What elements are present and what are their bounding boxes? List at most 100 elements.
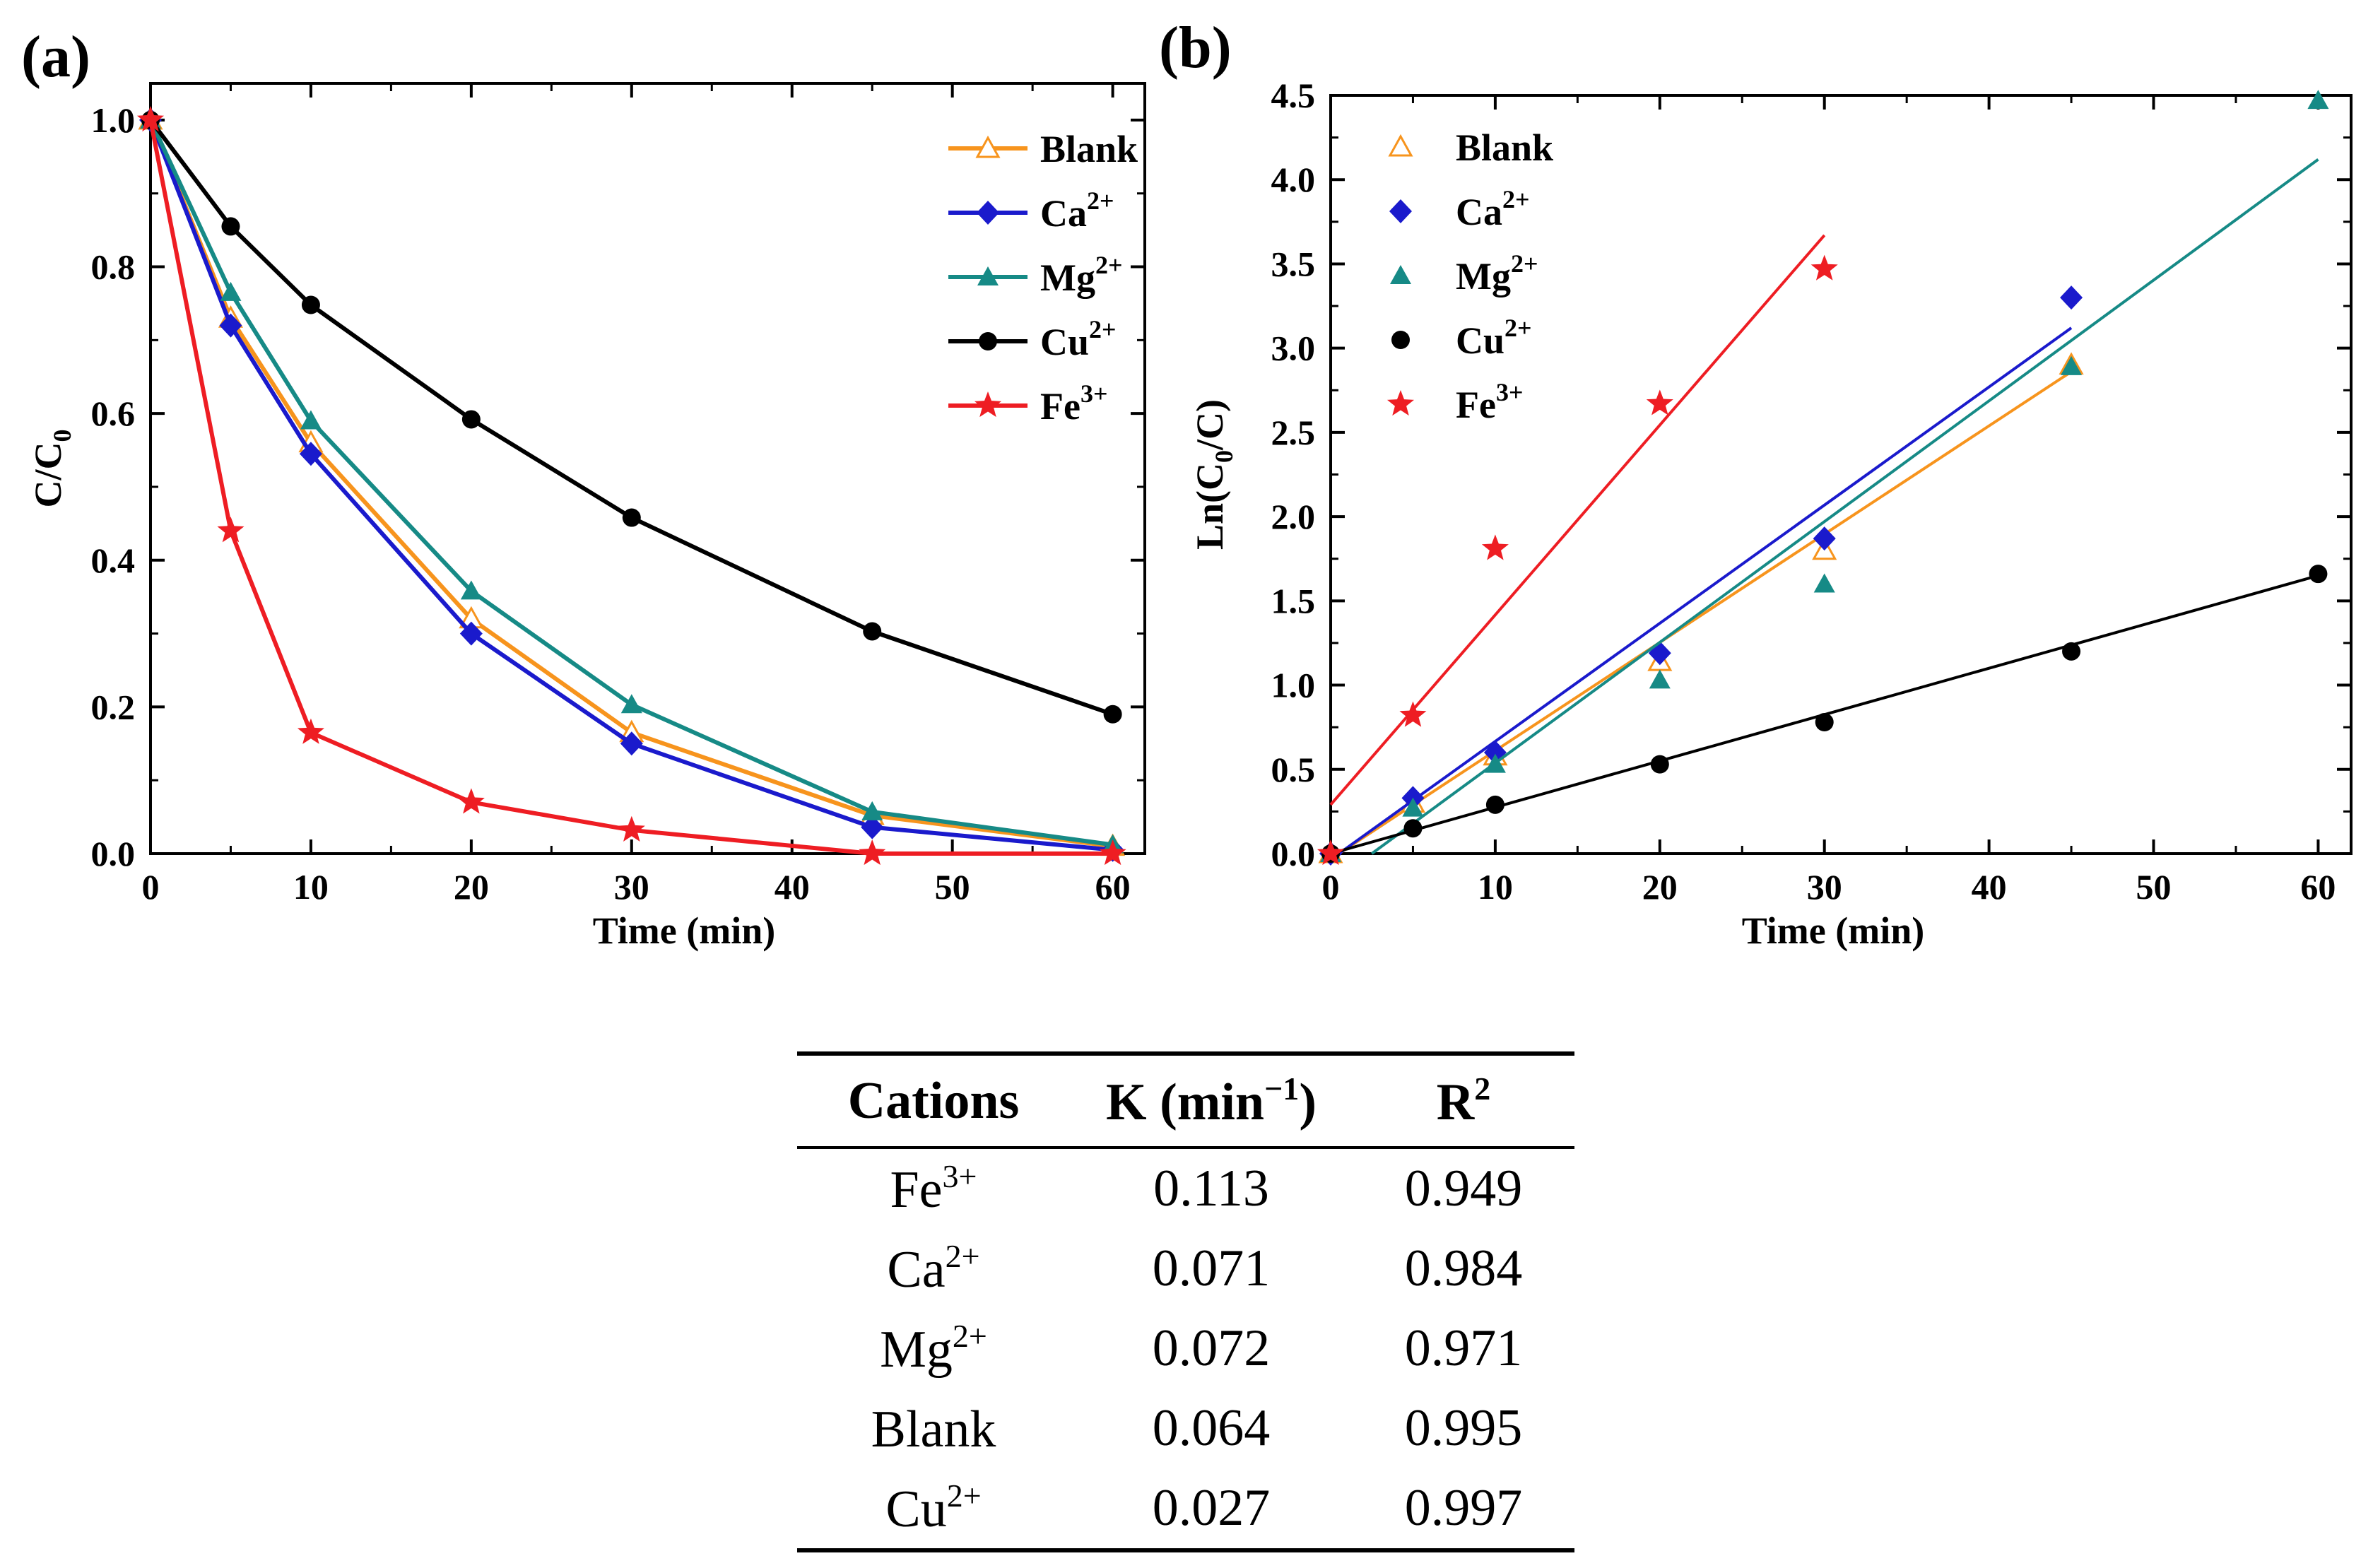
- data-point: [620, 731, 643, 756]
- data-point: [301, 295, 320, 314]
- x-tick-label: 10: [1478, 867, 1513, 907]
- data-point: [461, 410, 481, 429]
- x-tick-label: 60: [1095, 867, 1131, 907]
- table-row: Ca2+ 0.071 0.984: [797, 1229, 1574, 1309]
- k-cell: 0.027: [1152, 1479, 1271, 1537]
- legend-label: Mg2+: [1040, 251, 1122, 299]
- table-header-row: Cations K (min−1) R2: [797, 1054, 1574, 1148]
- data-point: [1317, 839, 1345, 866]
- legend-item-cu: Cu2+: [1391, 314, 1532, 362]
- y-tick-label: 2.0: [1271, 497, 1316, 536]
- x-axis-title: Time (min): [593, 909, 775, 952]
- header-cations: Cations: [847, 1071, 1020, 1130]
- rate-constant-table-wrapper: Cations K (min−1) R2 Fe3+ 0.113 0.949 Ca…: [797, 1051, 1574, 1552]
- data-point: [1813, 526, 1836, 551]
- table-row: Blank 0.064 0.995: [797, 1389, 1574, 1468]
- fit-line: [1338, 326, 2073, 855]
- legend-label: Blank: [1456, 126, 1553, 169]
- data-point: [2061, 355, 2083, 375]
- legend-marker: [975, 135, 1001, 158]
- rate-constant-table: Cations K (min−1) R2 Fe3+ 0.113 0.949 Ca…: [797, 1051, 1574, 1552]
- fit-line: [1338, 370, 2073, 855]
- legend-label: Ca2+: [1040, 187, 1114, 235]
- x-tick-label: 20: [454, 867, 489, 907]
- data-point: [618, 815, 645, 842]
- k-cell: 0.113: [1153, 1160, 1269, 1218]
- x-tick-label: 10: [293, 867, 329, 907]
- r2-cell: 0.997: [1404, 1479, 1523, 1537]
- legend: Blank Ca2+ Mg2+ Cu2+ Fe3+: [948, 128, 1138, 428]
- legend-marker: [1386, 390, 1415, 416]
- x-tick-label: 40: [775, 867, 810, 907]
- data-point: [1103, 705, 1122, 724]
- data-point: [1399, 701, 1427, 727]
- y-tick-label: 1.0: [1271, 666, 1316, 705]
- data-point: [859, 839, 886, 866]
- r2-cell: 0.971: [1404, 1319, 1523, 1377]
- series-ca: [1319, 285, 2083, 866]
- y-tick-label: 4.0: [1271, 160, 1316, 199]
- y-tick-label: 0.0: [1271, 834, 1316, 873]
- y-tick-label: 4.5: [1271, 76, 1316, 115]
- legend-label: Ca2+: [1456, 185, 1530, 233]
- table-row: Fe3+ 0.113 0.949: [797, 1148, 1574, 1229]
- data-point: [622, 508, 641, 527]
- x-tick-label: 20: [1642, 867, 1678, 907]
- data-point: [861, 815, 884, 839]
- legend-item-mg: Mg2+: [1390, 249, 1538, 297]
- panel-label: (a): [21, 24, 90, 90]
- legend-marker: [1388, 134, 1413, 157]
- x-tick-label: 30: [1807, 867, 1842, 907]
- table-row: Cu2+ 0.027 0.997: [797, 1468, 1574, 1550]
- fit-line: [1371, 158, 2319, 855]
- data-point: [1403, 819, 1423, 838]
- cation-cell: Fe3+: [890, 1158, 977, 1219]
- legend-label: Mg2+: [1456, 249, 1538, 297]
- legend-label: Cu2+: [1040, 315, 1117, 363]
- legend-marker: [977, 201, 999, 225]
- data-point: [457, 788, 485, 814]
- legend-item-fe: Fe3+: [948, 379, 1107, 428]
- data-point: [1485, 795, 1505, 814]
- fit-line: [1329, 234, 1826, 806]
- y-tick-label: 0.2: [91, 687, 136, 726]
- legend-item-cu: Cu2+: [948, 315, 1117, 363]
- figure: 0 10 20 30 40 50 60 0.0 0.2 0.4 0.6 0.8 1.0 Time (min…: [21, 15, 2353, 952]
- series-fe: [1317, 234, 1838, 866]
- cation-cell: Cu2+: [885, 1478, 982, 1538]
- data-point: [297, 718, 324, 744]
- k-cell: 0.071: [1152, 1239, 1271, 1297]
- header-k: K (min−1): [1106, 1070, 1317, 1131]
- data-point: [1099, 839, 1126, 866]
- x-axis-title: Time (min): [1742, 909, 1924, 952]
- cation-cell: Blank: [871, 1401, 996, 1458]
- y-tick-label: 2.5: [1271, 413, 1316, 452]
- y-tick-label: 1.5: [1271, 581, 1316, 620]
- data-point: [2062, 642, 2081, 661]
- plot-frame: [149, 82, 1146, 855]
- data-point: [1650, 755, 1669, 774]
- x-tick-label: 50: [935, 867, 970, 907]
- y-tick-label: 3.5: [1271, 244, 1316, 283]
- r2-cell: 0.995: [1404, 1399, 1523, 1457]
- y-tick-label: 3.0: [1271, 329, 1316, 368]
- legend-marker: [977, 266, 999, 285]
- data-point: [136, 105, 165, 132]
- data-point: [1815, 713, 1834, 732]
- x-tick-label: 0: [1322, 867, 1340, 907]
- data-point: [220, 281, 242, 301]
- x-tick-label: 30: [614, 867, 649, 907]
- data-point: [1484, 753, 1506, 773]
- legend-label: Fe3+: [1040, 379, 1107, 428]
- data-point: [459, 621, 483, 646]
- legend-item-fe: Fe3+: [1386, 378, 1523, 426]
- header-r2: R2: [1436, 1070, 1491, 1131]
- r2-cell: 0.984: [1404, 1239, 1523, 1297]
- data-point: [1810, 254, 1838, 281]
- x-tick-label: 60: [2300, 867, 2336, 907]
- data-point: [2309, 565, 2328, 584]
- legend-marker: [974, 391, 1002, 418]
- legend-label: Fe3+: [1456, 378, 1523, 426]
- k-cell: 0.072: [1152, 1319, 1271, 1377]
- data-point: [460, 580, 482, 600]
